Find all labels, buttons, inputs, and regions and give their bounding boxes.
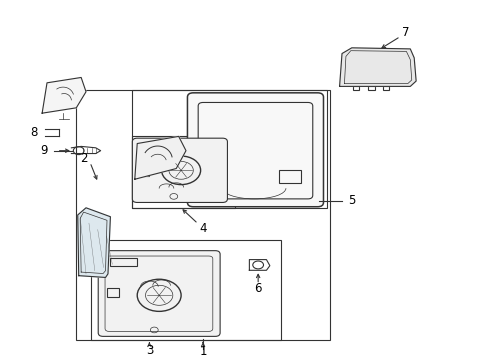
Text: 9: 9 — [40, 144, 47, 157]
Polygon shape — [42, 77, 86, 113]
Bar — [140, 168, 148, 175]
Text: 7: 7 — [401, 26, 408, 39]
FancyBboxPatch shape — [187, 93, 323, 207]
Bar — [278, 170, 300, 183]
Bar — [352, 86, 358, 90]
Bar — [91, 240, 281, 340]
Text: 8: 8 — [30, 126, 38, 139]
Text: 5: 5 — [347, 194, 354, 207]
Bar — [107, 288, 119, 297]
Bar — [382, 86, 388, 90]
Polygon shape — [135, 136, 185, 179]
Bar — [132, 136, 234, 208]
Bar — [139, 168, 149, 176]
Text: 1: 1 — [199, 345, 206, 358]
Text: 6: 6 — [254, 282, 262, 295]
Text: 4: 4 — [199, 222, 206, 235]
Text: 3: 3 — [145, 344, 153, 357]
Polygon shape — [339, 48, 415, 86]
Bar — [110, 258, 137, 266]
FancyBboxPatch shape — [132, 138, 227, 202]
Bar — [76, 90, 329, 340]
Bar — [367, 86, 374, 90]
Text: 2: 2 — [80, 152, 87, 165]
Bar — [132, 90, 327, 208]
Polygon shape — [78, 208, 110, 278]
Bar — [190, 166, 199, 172]
FancyBboxPatch shape — [98, 251, 220, 336]
